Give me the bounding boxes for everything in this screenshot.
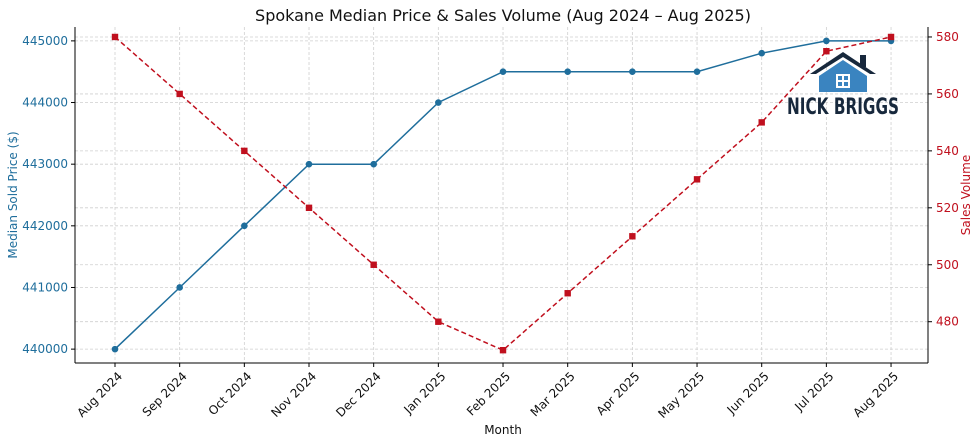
right-tick-label: 520	[936, 201, 959, 215]
data-point	[758, 49, 765, 57]
data-point	[111, 345, 119, 353]
data-point	[176, 90, 183, 98]
x-tick-label: Apr 2025	[594, 369, 643, 418]
x-tick-label: Aug 2025	[850, 369, 901, 420]
data-point	[823, 48, 830, 55]
data-point	[305, 204, 313, 212]
data-point	[435, 99, 442, 106]
data-point	[241, 147, 248, 155]
right-axis-ticks: 480 500 520 540 560 580	[928, 30, 959, 329]
data-point	[823, 37, 830, 45]
left-tick-label: 440000	[22, 342, 68, 356]
data-point	[435, 318, 442, 325]
right-tick-label: 540	[936, 144, 959, 158]
data-point	[370, 160, 377, 168]
x-tick-label: May 2025	[655, 369, 707, 421]
data-point	[241, 222, 248, 230]
x-tick-label: Oct 2024	[206, 369, 255, 418]
x-axis-ticks: Aug 2024 Sep 2024 Oct 2024 Nov 2024 Dec 2024…	[74, 363, 901, 421]
logo-text: NICK BRIGGS	[787, 95, 899, 120]
x-tick-label: Sep 2024	[140, 369, 190, 419]
chart-title: Spokane Median Price & Sales Volume (Aug…	[255, 6, 751, 25]
data-point	[305, 160, 313, 168]
data-point	[370, 261, 377, 268]
left-tick-label: 444000	[22, 96, 68, 110]
left-tick-label: 441000	[22, 280, 68, 294]
left-tick-label: 443000	[22, 157, 68, 171]
x-tick-label: Dec 2024	[333, 369, 384, 420]
right-tick-label: 500	[936, 258, 959, 272]
data-point	[693, 176, 701, 183]
data-point	[887, 33, 895, 41]
x-tick-label: Jan 2025	[400, 369, 448, 417]
data-point	[176, 284, 183, 291]
left-tick-label: 442000	[22, 219, 68, 233]
series-layer	[111, 33, 895, 354]
x-tick-label: Feb 2025	[464, 369, 513, 418]
series-sales-volume	[111, 33, 895, 354]
x-tick-label: Jul 2025	[791, 369, 836, 414]
data-point	[629, 68, 636, 75]
x-tick-label: Nov 2024	[268, 369, 319, 420]
house-icon	[810, 52, 876, 92]
left-axis-ticks: 440000 441000 442000 443000 444000 445000	[22, 34, 75, 356]
grid-lines	[75, 27, 928, 363]
right-tick-label: 580	[936, 30, 959, 44]
x-tick-label: Mar 2025	[528, 369, 578, 419]
left-axis-label: Median Sold Price ($)	[6, 131, 20, 258]
data-point	[564, 290, 571, 297]
axes	[74, 27, 929, 364]
data-point	[758, 119, 765, 126]
right-tick-label: 560	[936, 87, 959, 101]
data-point	[564, 68, 571, 75]
x-tick-label: Aug 2024	[74, 369, 125, 420]
data-point	[693, 68, 701, 75]
x-axis-label: Month	[484, 423, 522, 437]
right-axis-label: Sales Volume	[959, 155, 973, 235]
data-point	[111, 33, 119, 41]
nick-briggs-logo: NICK BRIGGS	[787, 52, 899, 120]
right-tick-label: 480	[936, 315, 959, 329]
data-point	[629, 233, 636, 240]
left-tick-label: 445000	[22, 34, 68, 48]
data-point	[499, 346, 507, 354]
data-point	[499, 68, 507, 75]
x-tick-label: Jun 2025	[724, 369, 772, 417]
